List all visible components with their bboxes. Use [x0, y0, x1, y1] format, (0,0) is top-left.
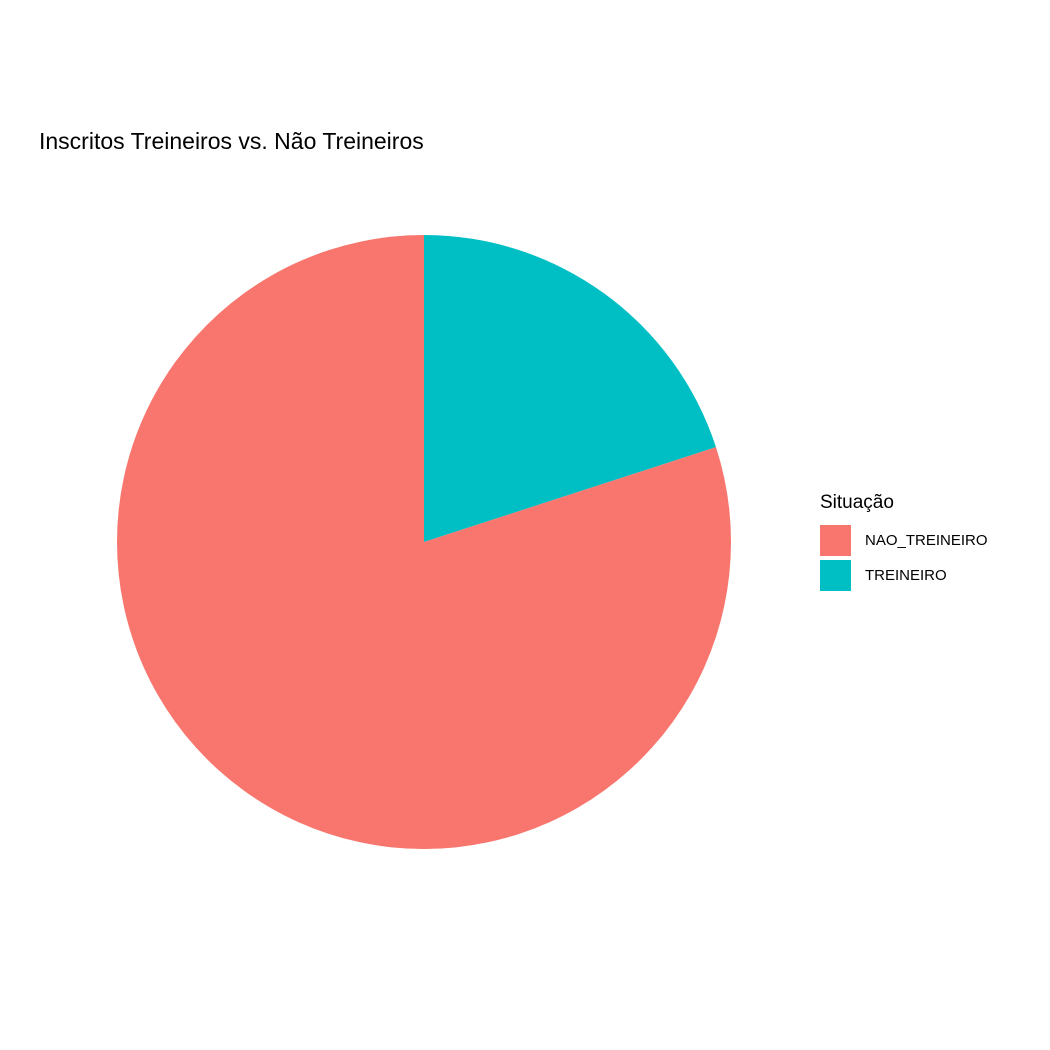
- legend-label-treineiro: TREINEIRO: [865, 567, 947, 584]
- legend-key-nao-treineiro: [820, 525, 851, 556]
- pie-slice-nao-treineiro: [117, 235, 732, 849]
- pie-slice-treineiro: [424, 235, 716, 542]
- legend-key-treineiro: [820, 560, 851, 591]
- legend: Situação NAO_TREINEIRO TREINEIRO: [820, 492, 988, 593]
- chart-title: Inscritos Treineiros vs. Não Treineiros: [39, 128, 424, 154]
- legend-label-nao-treineiro: NAO_TREINEIRO: [865, 532, 988, 549]
- legend-item-treineiro: TREINEIRO: [820, 558, 988, 593]
- legend-item-nao-treineiro: NAO_TREINEIRO: [820, 523, 988, 558]
- legend-title: Situação: [820, 492, 894, 513]
